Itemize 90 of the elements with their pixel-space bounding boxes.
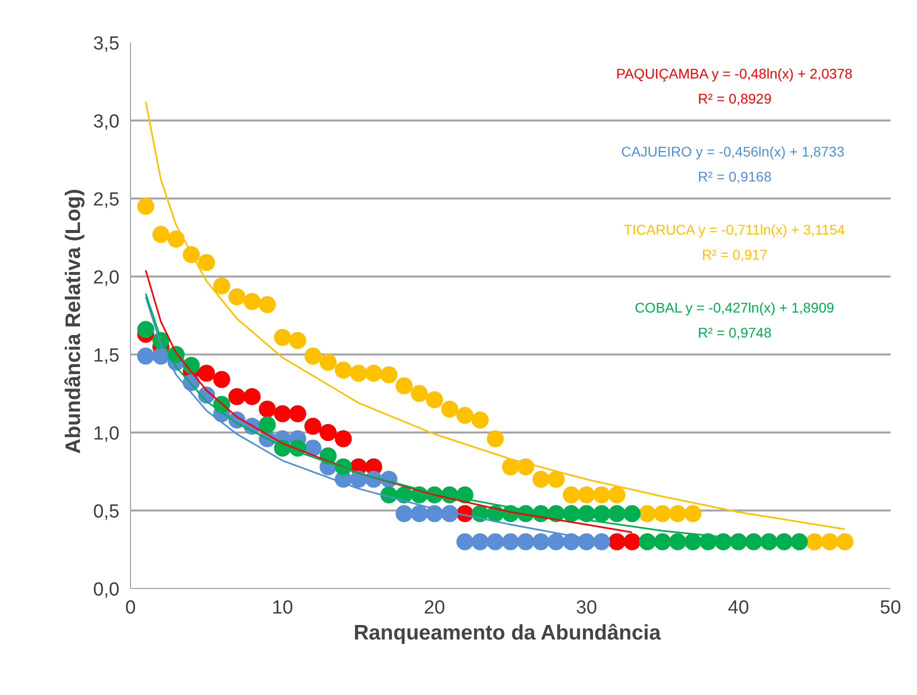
point [396,505,413,522]
point [472,412,489,429]
x-tick-label: 50 [880,598,902,618]
point [137,321,154,338]
point [836,533,854,550]
x-axis-title: Ranqueamento da Abundância [354,622,662,644]
point [486,430,504,448]
point [396,377,413,394]
point [380,366,398,384]
point [806,533,823,550]
point [502,533,519,550]
point [137,348,154,365]
point [669,505,686,522]
point [258,400,276,418]
point [593,533,610,550]
point [502,458,519,476]
point [289,332,306,349]
point [608,486,626,504]
point [137,198,154,215]
point [304,418,322,435]
point [593,486,610,504]
x-tick-label: 30 [576,598,598,618]
y-tick-label: 3,5 [93,34,120,54]
point [320,424,337,441]
point [244,388,261,406]
point [608,505,626,522]
point [669,533,686,550]
point [213,370,230,388]
point [289,405,306,422]
annotation: TICARUCA y = -0,711ln(x) + 3,1154 R² = 0,917 [624,222,846,263]
point [274,405,291,422]
point [334,362,352,379]
point [410,505,428,522]
annotation: COBAL y = -0,427ln(x) + 1,8909 R² = 0,9748 [634,300,834,341]
point [152,226,170,243]
point [213,277,230,294]
point [258,296,276,314]
point [334,430,352,448]
point [578,486,595,504]
point [365,364,382,382]
y-tick-label: 1,5 [93,346,120,366]
point [228,288,246,306]
x-tick-label: 0 [125,598,136,618]
point [548,470,565,488]
y-tick-label: 2,0 [93,268,120,288]
point [684,533,702,550]
point [244,292,261,310]
point [320,354,337,371]
y-tick-label: 1,0 [93,424,120,444]
point [228,388,246,406]
x-tick-label: 40 [728,598,750,618]
point [684,505,702,522]
point [198,364,215,382]
point [441,400,458,418]
point [624,505,641,522]
point [821,533,838,550]
point [168,230,185,248]
annotation: PAQUIÇAMBA y = -0,48ln(x) + 2,0378 R² = 0,8929 [616,66,853,107]
x-tick-label: 10 [272,598,294,618]
point [548,533,565,550]
point [350,364,367,382]
y-tick-label: 3,0 [93,112,120,132]
point [638,505,656,522]
point [593,505,610,522]
point [304,348,322,365]
annotation: CAJUEIRO y = -0,456ln(x) + 1,8733 R² = 0,9168 [621,144,845,185]
point [532,533,550,550]
point [624,533,641,550]
point [198,254,215,271]
point [258,416,276,434]
point [532,470,550,488]
point [486,533,504,550]
point [410,385,428,402]
point [517,533,534,550]
point [562,486,580,504]
x-tick-label: 20 [424,598,446,618]
point [790,533,808,550]
y-tick-label: 0,0 [93,580,120,600]
y-axis-title: Abundância Relativa (Log) [62,188,86,454]
point [472,533,489,550]
point [274,328,291,346]
point [654,533,671,550]
y-tick-label: 2,5 [93,190,120,210]
y-tick-label: 0,5 [93,502,120,522]
point [654,505,671,522]
point [456,533,474,550]
point [426,391,443,408]
point [638,533,656,550]
point [608,533,626,550]
point [456,406,474,424]
